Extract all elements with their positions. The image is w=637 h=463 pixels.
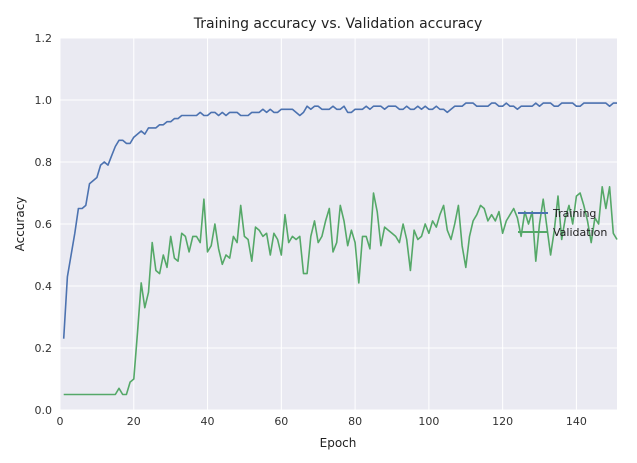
x-tick-label: 80 (348, 415, 362, 428)
x-tick-label: 60 (274, 415, 288, 428)
x-tick-label: 140 (566, 415, 587, 428)
x-tick-label: 40 (201, 415, 215, 428)
y-tick-label: 0.4 (35, 280, 53, 293)
y-axis-title: Accuracy (13, 197, 27, 252)
series-line-validation (63, 186, 618, 396)
x-axis-title: Epoch (320, 436, 357, 450)
y-tick-label: 0.8 (35, 156, 53, 169)
x-tick-label: 100 (418, 415, 439, 428)
x-tick-label: 20 (127, 415, 141, 428)
y-tick-label: 1.2 (35, 32, 53, 45)
y-tick-label: 1.0 (35, 94, 53, 107)
x-tick-label: 120 (492, 415, 513, 428)
series-line-training (62, 102, 617, 339)
chart-title: Training accuracy vs. Validation accurac… (193, 16, 483, 32)
tick-labels: 0 20 40 60 80 100 120 140 0.0 0.2 0.4 0.6 0.8 1.0 1.2 (35, 32, 587, 428)
legend: Training Validation (518, 207, 607, 239)
x-tick-label: 0 (57, 415, 64, 428)
grid-lines (59, 37, 617, 411)
legend-label-training: Training (552, 207, 596, 220)
y-tick-label: 0.6 (35, 218, 53, 231)
legend-label-validation: Validation (553, 226, 607, 239)
y-tick-label: 0.2 (35, 342, 53, 355)
y-tick-label: 0.0 (35, 404, 53, 417)
series-lines (62, 102, 618, 396)
